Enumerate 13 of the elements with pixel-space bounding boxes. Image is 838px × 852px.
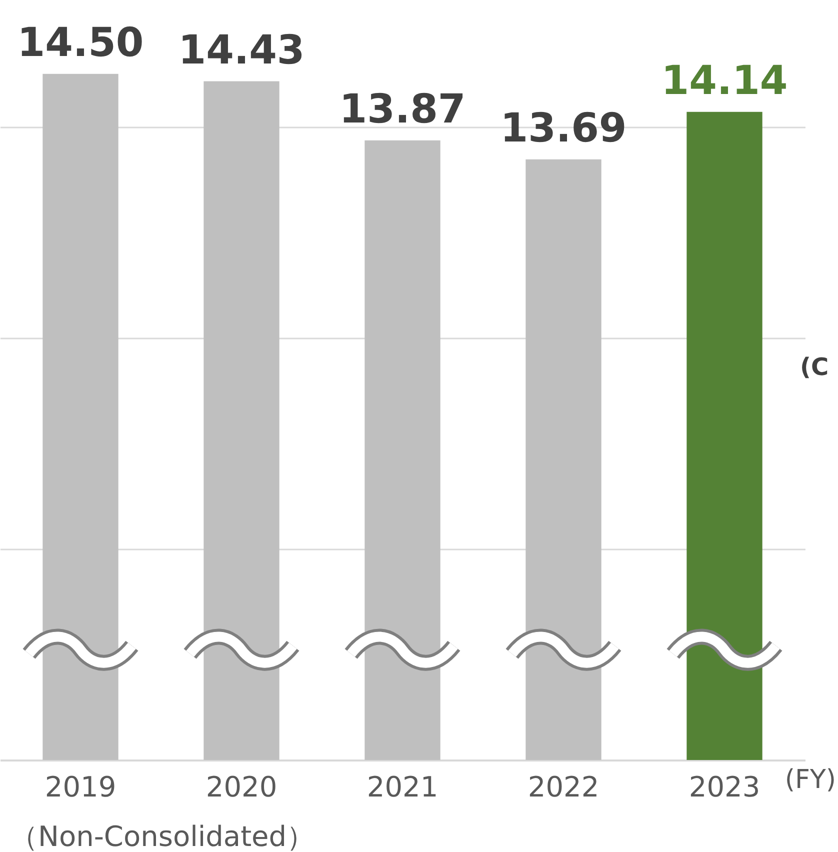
- text: （Non-Consolidated）: [10, 820, 315, 852]
- data-label: 14.50: [17, 20, 144, 66]
- x-tick-label: 2023: [688, 770, 760, 804]
- data-label: 13.87: [339, 86, 466, 132]
- text: (FY): [784, 765, 836, 795]
- x-tick-label: 2020: [206, 770, 278, 804]
- annotation: (C: [800, 353, 829, 381]
- data-label: 14.14: [661, 58, 788, 104]
- x-tick-label: 2021: [366, 770, 438, 804]
- data-label: 14.43: [178, 27, 305, 74]
- x-tick-label: 2019: [44, 770, 116, 804]
- data-label: 13.69: [500, 105, 627, 152]
- x-tick-label: 2022: [528, 770, 600, 804]
